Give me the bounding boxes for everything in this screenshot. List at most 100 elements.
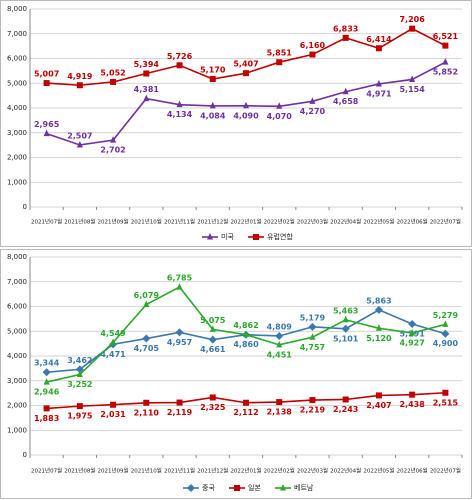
x-tick-label: 2021년10월 [131, 218, 162, 226]
y-tick-label: 8,000 [7, 5, 27, 13]
data-point [342, 396, 349, 403]
data-point [375, 45, 382, 52]
x-tick-label: 2022년05월 [363, 467, 394, 475]
data-label: 2,031 [100, 410, 126, 419]
x-tick-label: 2021년12월 [197, 467, 228, 475]
data-label: 5,007 [34, 70, 59, 79]
data-label: 4,471 [100, 350, 126, 359]
data-point [76, 403, 83, 410]
chart-frame [0, 249, 472, 499]
data-point [243, 70, 249, 77]
data-label: 5,852 [433, 68, 458, 77]
x-tick-label: 2022년04월 [330, 467, 361, 475]
data-label: 7,206 [399, 15, 425, 24]
data-label: 1,883 [34, 414, 59, 423]
data-label: 6,160 [300, 41, 326, 50]
data-point [43, 129, 50, 137]
data-point [409, 25, 416, 32]
data-label: 5,052 [100, 68, 125, 77]
data-point [243, 399, 249, 406]
data-label: 4,549 [100, 329, 126, 338]
x-tick-label: 2022년03월 [297, 467, 328, 475]
data-point [76, 140, 83, 148]
data-label: 5,179 [300, 313, 326, 322]
data-point [409, 329, 416, 336]
data-point [209, 76, 216, 83]
data-point [143, 399, 150, 406]
data-label: 4,090 [233, 111, 259, 120]
x-tick-label: 2022년01월 [230, 467, 261, 475]
data-point [341, 324, 350, 333]
data-label: 5,101 [333, 334, 359, 343]
legend-marker [253, 234, 259, 240]
data-label: 4,957 [167, 338, 192, 347]
x-tick-label: 2021년08월 [64, 467, 95, 475]
y-tick-label: 2,000 [7, 402, 27, 410]
data-label: 2,219 [300, 406, 326, 415]
legend-label: 일본 [248, 483, 261, 492]
x-tick-label: 2021년08월 [64, 218, 95, 226]
data-point [42, 368, 51, 377]
data-label: 2,407 [366, 401, 391, 410]
data-point [209, 101, 216, 109]
data-point [143, 94, 150, 102]
data-point [375, 79, 382, 87]
data-label: 4,757 [300, 343, 325, 352]
data-label: 4,862 [233, 321, 258, 330]
x-tick-label: 2021년11월 [164, 467, 195, 475]
legend-marker [234, 485, 240, 491]
x-tick-label: 2022년02월 [264, 218, 295, 226]
data-point [308, 322, 317, 331]
data-label: 5,120 [366, 334, 392, 343]
data-label: 5,726 [167, 52, 193, 61]
data-label: 2,965 [34, 120, 60, 129]
data-label: 4,381 [134, 85, 160, 94]
x-tick-label: 2022년01월 [230, 218, 261, 226]
data-label: 1,975 [67, 412, 93, 421]
legend-label: 중국 [202, 484, 215, 492]
y-tick-label: 5,000 [7, 327, 27, 335]
data-point [409, 391, 416, 398]
data-label: 2,138 [267, 408, 293, 417]
data-point [374, 305, 383, 314]
chart-frame [0, 0, 472, 247]
data-label: 2,515 [433, 398, 459, 407]
data-label: 3,252 [67, 380, 92, 389]
x-tick-label: 2021년07월 [31, 467, 62, 475]
data-point [309, 397, 316, 404]
data-label: 2,702 [100, 146, 125, 155]
data-label: 4,971 [366, 89, 392, 98]
data-label: 3,462 [67, 356, 92, 365]
data-label: 4,927 [399, 339, 424, 348]
data-label: 5,851 [267, 49, 293, 58]
y-tick-label: 6,000 [7, 303, 27, 311]
data-point [76, 82, 83, 89]
data-label: 2,112 [233, 408, 258, 417]
x-tick-label: 2022년06월 [397, 467, 428, 475]
data-point [342, 315, 349, 323]
data-label: 2,507 [67, 131, 92, 140]
data-label: 4,705 [134, 344, 160, 353]
x-tick-label: 2021년10월 [131, 467, 162, 475]
x-tick-label: 2022년05월 [363, 218, 394, 226]
data-point [276, 102, 283, 109]
data-label: 4,809 [267, 322, 293, 331]
y-tick-label: 8,000 [7, 253, 27, 261]
data-label: 2,946 [34, 388, 60, 397]
data-label: 4,134 [167, 110, 193, 119]
data-label: 5,075 [200, 316, 226, 325]
y-tick-label: 6,000 [7, 55, 27, 63]
data-point [342, 87, 349, 95]
data-label: 2,325 [200, 403, 226, 412]
data-label: 2,438 [399, 400, 425, 409]
data-point [442, 389, 449, 396]
data-point [143, 300, 150, 308]
data-label: 2,243 [333, 405, 358, 414]
data-point [309, 97, 316, 104]
data-point [441, 329, 450, 338]
data-point [175, 328, 184, 337]
data-point [142, 334, 151, 343]
data-point [209, 394, 216, 401]
x-tick-label: 2021년12월 [197, 218, 228, 226]
data-point [276, 340, 283, 348]
